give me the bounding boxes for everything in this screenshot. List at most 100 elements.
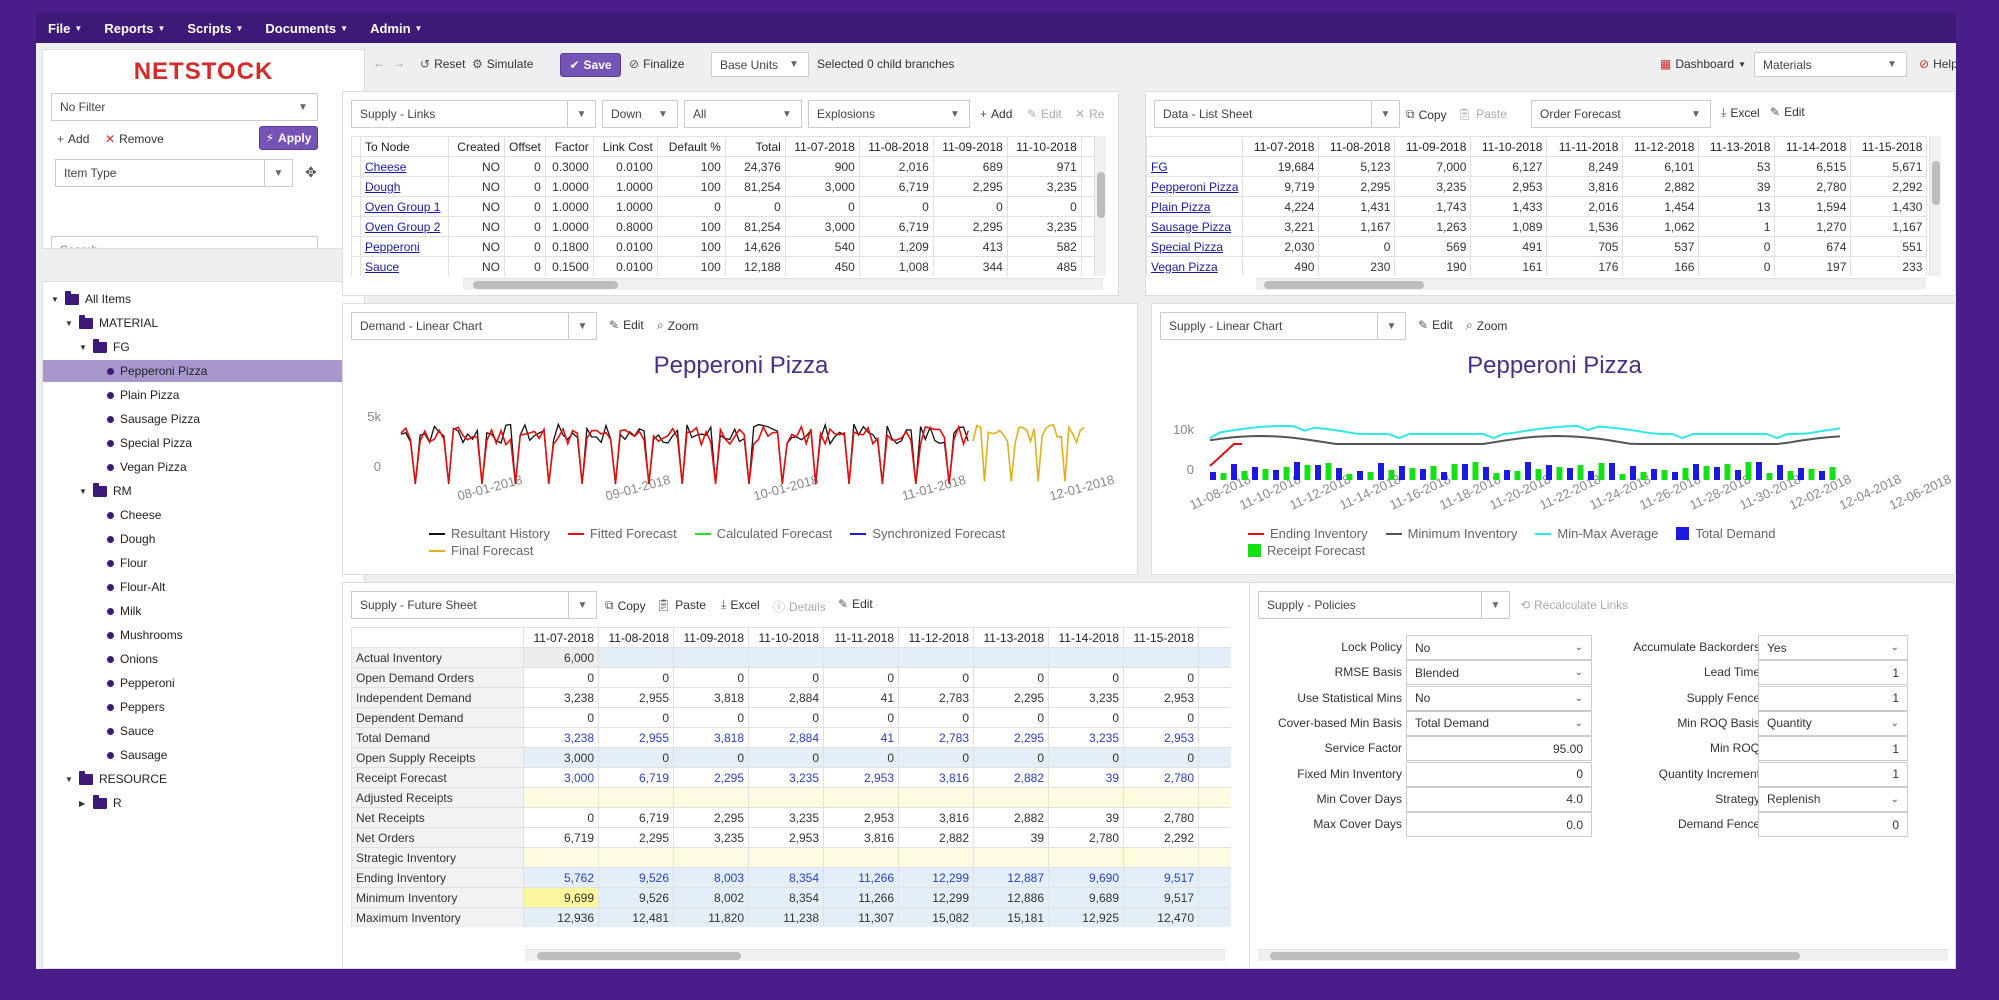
table-cell[interactable]: 39 (973, 827, 1049, 848)
table-cell[interactable] (1198, 687, 1231, 708)
legend-item[interactable]: Fitted Forecast (567, 526, 677, 541)
tree-item[interactable]: Mushrooms (43, 624, 364, 646)
node-link[interactable]: Oven Group 2 (360, 216, 449, 237)
table-cell[interactable] (1048, 787, 1124, 808)
reset-button[interactable]: ↺ Reset (420, 57, 465, 71)
tree-item[interactable]: ▶ R (43, 792, 364, 814)
column-header[interactable]: 11-07-2018 (784, 136, 860, 157)
table-cell[interactable]: 9,699 (523, 887, 599, 908)
demand-edit-button[interactable]: ✎ Edit (609, 318, 644, 332)
table-cell[interactable]: 0 (523, 807, 599, 828)
table-cell[interactable] (673, 847, 749, 868)
select-all-cell[interactable] (351, 627, 524, 648)
node-link[interactable]: Pepperoni (360, 236, 449, 257)
tree-item[interactable]: Flour-Alt (43, 576, 364, 598)
table-cell[interactable]: 2,783 (898, 687, 974, 708)
table-cell[interactable]: 0 (598, 707, 674, 728)
legend-item[interactable]: Total Demand (1676, 526, 1776, 541)
future-copy-button[interactable]: ⧉ Copy (605, 598, 646, 613)
table-cell[interactable]: 2,295 (673, 807, 749, 828)
table-cell[interactable]: 0 (823, 747, 899, 768)
legend-item[interactable]: Min-Max Average (1535, 526, 1658, 541)
table-cell[interactable] (1198, 867, 1231, 888)
table-cell[interactable]: 3,238 (523, 727, 599, 748)
table-cell[interactable]: 11,266 (823, 887, 899, 908)
table-cell[interactable]: 9,690 (1048, 867, 1124, 888)
future-sheet-select[interactable]: Supply - Future Sheet ▼ (351, 591, 597, 619)
column-header[interactable]: 11-07-2018 (1242, 136, 1320, 157)
legend-item[interactable]: Calculated Forecast (694, 526, 832, 541)
column-header[interactable]: Offset (504, 136, 546, 157)
table-cell[interactable]: 0 (523, 707, 599, 728)
table-cell[interactable]: 3,818 (673, 727, 749, 748)
table-cell[interactable] (1198, 747, 1231, 768)
table-cell[interactable] (748, 787, 824, 808)
table-row[interactable]: Total Demand 3,238 2,955 3,818 2,884 41 2,783 2… (351, 727, 1231, 748)
row-select-cell[interactable] (351, 176, 361, 197)
table-cell[interactable] (1198, 827, 1231, 848)
table-cell[interactable]: 2,884 (748, 687, 824, 708)
help-menu[interactable]: ⊘Help▼ (1919, 57, 1956, 71)
table-cell[interactable]: 8,002 (673, 887, 749, 908)
table-cell[interactable]: 11,266 (823, 867, 899, 888)
table-cell[interactable] (1123, 647, 1199, 668)
column-header[interactable]: 11-15-2018 (1850, 136, 1928, 157)
direction-select[interactable]: Down ▼ (602, 100, 678, 128)
link-type-select[interactable]: Explosions ▼ (808, 100, 970, 128)
move-icon[interactable]: ✥ (305, 164, 317, 180)
table-cell[interactable]: 3,818 (673, 687, 749, 708)
table-cell[interactable]: 2,953 (748, 827, 824, 848)
supply-zoom-button[interactable]: ⌕ Zoom (1466, 318, 1507, 333)
table-cell[interactable] (1198, 887, 1231, 908)
add-filter-button[interactable]: + Add (57, 132, 89, 146)
table-cell[interactable] (898, 647, 974, 668)
column-header[interactable]: 11-10-2018 (1006, 136, 1082, 157)
menu-reports[interactable]: Reports ▼ (104, 21, 165, 36)
tree-item[interactable]: Milk (43, 600, 364, 622)
simulate-button[interactable]: ⚙ Simulate (472, 57, 533, 71)
caret-right-icon[interactable]: ▶ (79, 798, 86, 808)
column-header[interactable]: Default % (656, 136, 726, 157)
table-cell[interactable]: 3,235 (673, 827, 749, 848)
item-link[interactable]: Special Pizza (1146, 236, 1244, 257)
column-header[interactable]: 11 (1198, 627, 1231, 648)
table-row[interactable]: Special Pizza 2,030 0 569 491 705 537 0 674 551 (1146, 236, 1928, 257)
table-cell[interactable]: 0 (823, 707, 899, 728)
tree-item[interactable]: ▼ All Items (43, 288, 364, 310)
select-all-cell[interactable] (1146, 136, 1244, 157)
table-cell[interactable]: 2,882 (973, 767, 1049, 788)
policy-input[interactable]: 0 (1406, 761, 1592, 787)
column-header[interactable]: To Node (360, 136, 449, 157)
tree-item[interactable]: Cheese (43, 504, 364, 526)
table-cell[interactable]: 2,292 (1123, 827, 1199, 848)
table-cell[interactable]: 0 (523, 667, 599, 688)
table-row[interactable]: Net Orders 6,719 2,295 3,235 2,953 3,816 2,882… (351, 827, 1231, 848)
column-header[interactable]: 11-11-2018 (823, 627, 899, 648)
column-header[interactable]: 11-10-2018 (748, 627, 824, 648)
list-hscroll-thumb[interactable] (1264, 281, 1424, 289)
table-cell[interactable]: 9,526 (598, 867, 674, 888)
table-cell[interactable]: 2,953 (1123, 687, 1199, 708)
table-row[interactable]: Pepperoni Pizza 9,719 2,295 3,235 2,953 3,816… (1146, 176, 1928, 197)
row-select-cell[interactable] (351, 216, 361, 237)
list-hscroll[interactable] (1256, 278, 1926, 290)
table-cell[interactable]: 12,299 (898, 867, 974, 888)
column-header[interactable]: 11-08-2018 (858, 136, 934, 157)
table-cell[interactable]: 3,816 (898, 767, 974, 788)
table-cell[interactable] (973, 787, 1049, 808)
item-link[interactable]: FG (1146, 156, 1244, 177)
links-hscroll-thumb[interactable] (473, 281, 618, 289)
table-row[interactable]: Ending Inventory 5,762 9,526 8,003 8,354 11,2… (351, 867, 1231, 888)
column-header[interactable]: 11-11-2018 (1546, 136, 1624, 157)
demand-chart-select[interactable]: Demand - Linear Chart ▼ (351, 312, 597, 340)
finalize-button[interactable]: ⊘ Finalize (629, 57, 684, 71)
table-cell[interactable] (673, 787, 749, 808)
table-cell[interactable] (1198, 667, 1231, 688)
remove-filter-button[interactable]: ✕ Remove (105, 132, 164, 146)
table-cell[interactable] (1198, 707, 1231, 728)
caret-down-icon[interactable]: ▼ (65, 774, 73, 784)
table-row[interactable]: Maximum Inventory 12,936 12,481 11,820 11,23… (351, 907, 1231, 927)
table-cell[interactable] (523, 787, 599, 808)
table-cell[interactable]: 0 (673, 747, 749, 768)
edit-list-button[interactable]: ✎ Edit (1770, 105, 1805, 119)
